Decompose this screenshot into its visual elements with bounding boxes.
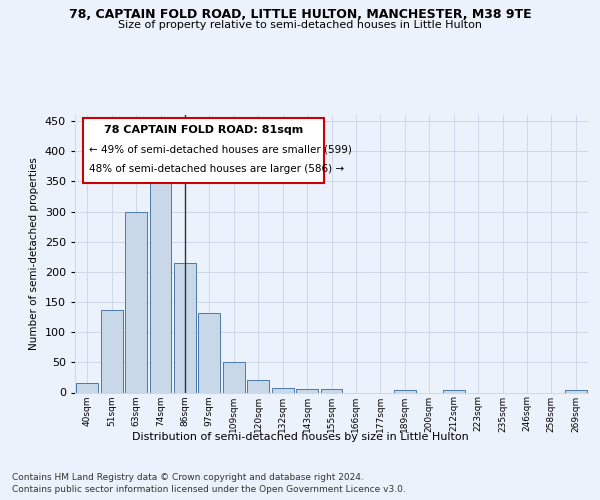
Bar	[296, 390, 318, 392]
Text: Contains HM Land Registry data © Crown copyright and database right 2024.: Contains HM Land Registry data © Crown c…	[12, 472, 364, 482]
Bar	[394, 390, 416, 392]
Text: Size of property relative to semi-detached houses in Little Hulton: Size of property relative to semi-detach…	[118, 20, 482, 30]
Bar	[565, 390, 587, 392]
Text: ← 49% of semi-detached houses are smaller (599): ← 49% of semi-detached houses are smalle…	[89, 144, 352, 154]
Bar	[247, 380, 269, 392]
Text: 48% of semi-detached houses are larger (586) →: 48% of semi-detached houses are larger (…	[89, 164, 344, 173]
Bar	[101, 310, 122, 392]
Bar	[443, 390, 464, 392]
Bar	[199, 314, 220, 392]
Y-axis label: Number of semi-detached properties: Number of semi-detached properties	[29, 158, 39, 350]
Bar	[149, 180, 172, 392]
Text: 78, CAPTAIN FOLD ROAD, LITTLE HULTON, MANCHESTER, M38 9TE: 78, CAPTAIN FOLD ROAD, LITTLE HULTON, MA…	[68, 8, 532, 20]
FancyBboxPatch shape	[83, 118, 324, 183]
Bar	[223, 362, 245, 392]
Bar	[125, 212, 147, 392]
Bar	[272, 388, 293, 392]
Text: Distribution of semi-detached houses by size in Little Hulton: Distribution of semi-detached houses by …	[131, 432, 469, 442]
Text: 78 CAPTAIN FOLD ROAD: 81sqm: 78 CAPTAIN FOLD ROAD: 81sqm	[104, 124, 303, 134]
Bar	[174, 263, 196, 392]
Bar	[76, 384, 98, 392]
Text: Contains public sector information licensed under the Open Government Licence v3: Contains public sector information licen…	[12, 485, 406, 494]
Bar	[320, 390, 343, 392]
